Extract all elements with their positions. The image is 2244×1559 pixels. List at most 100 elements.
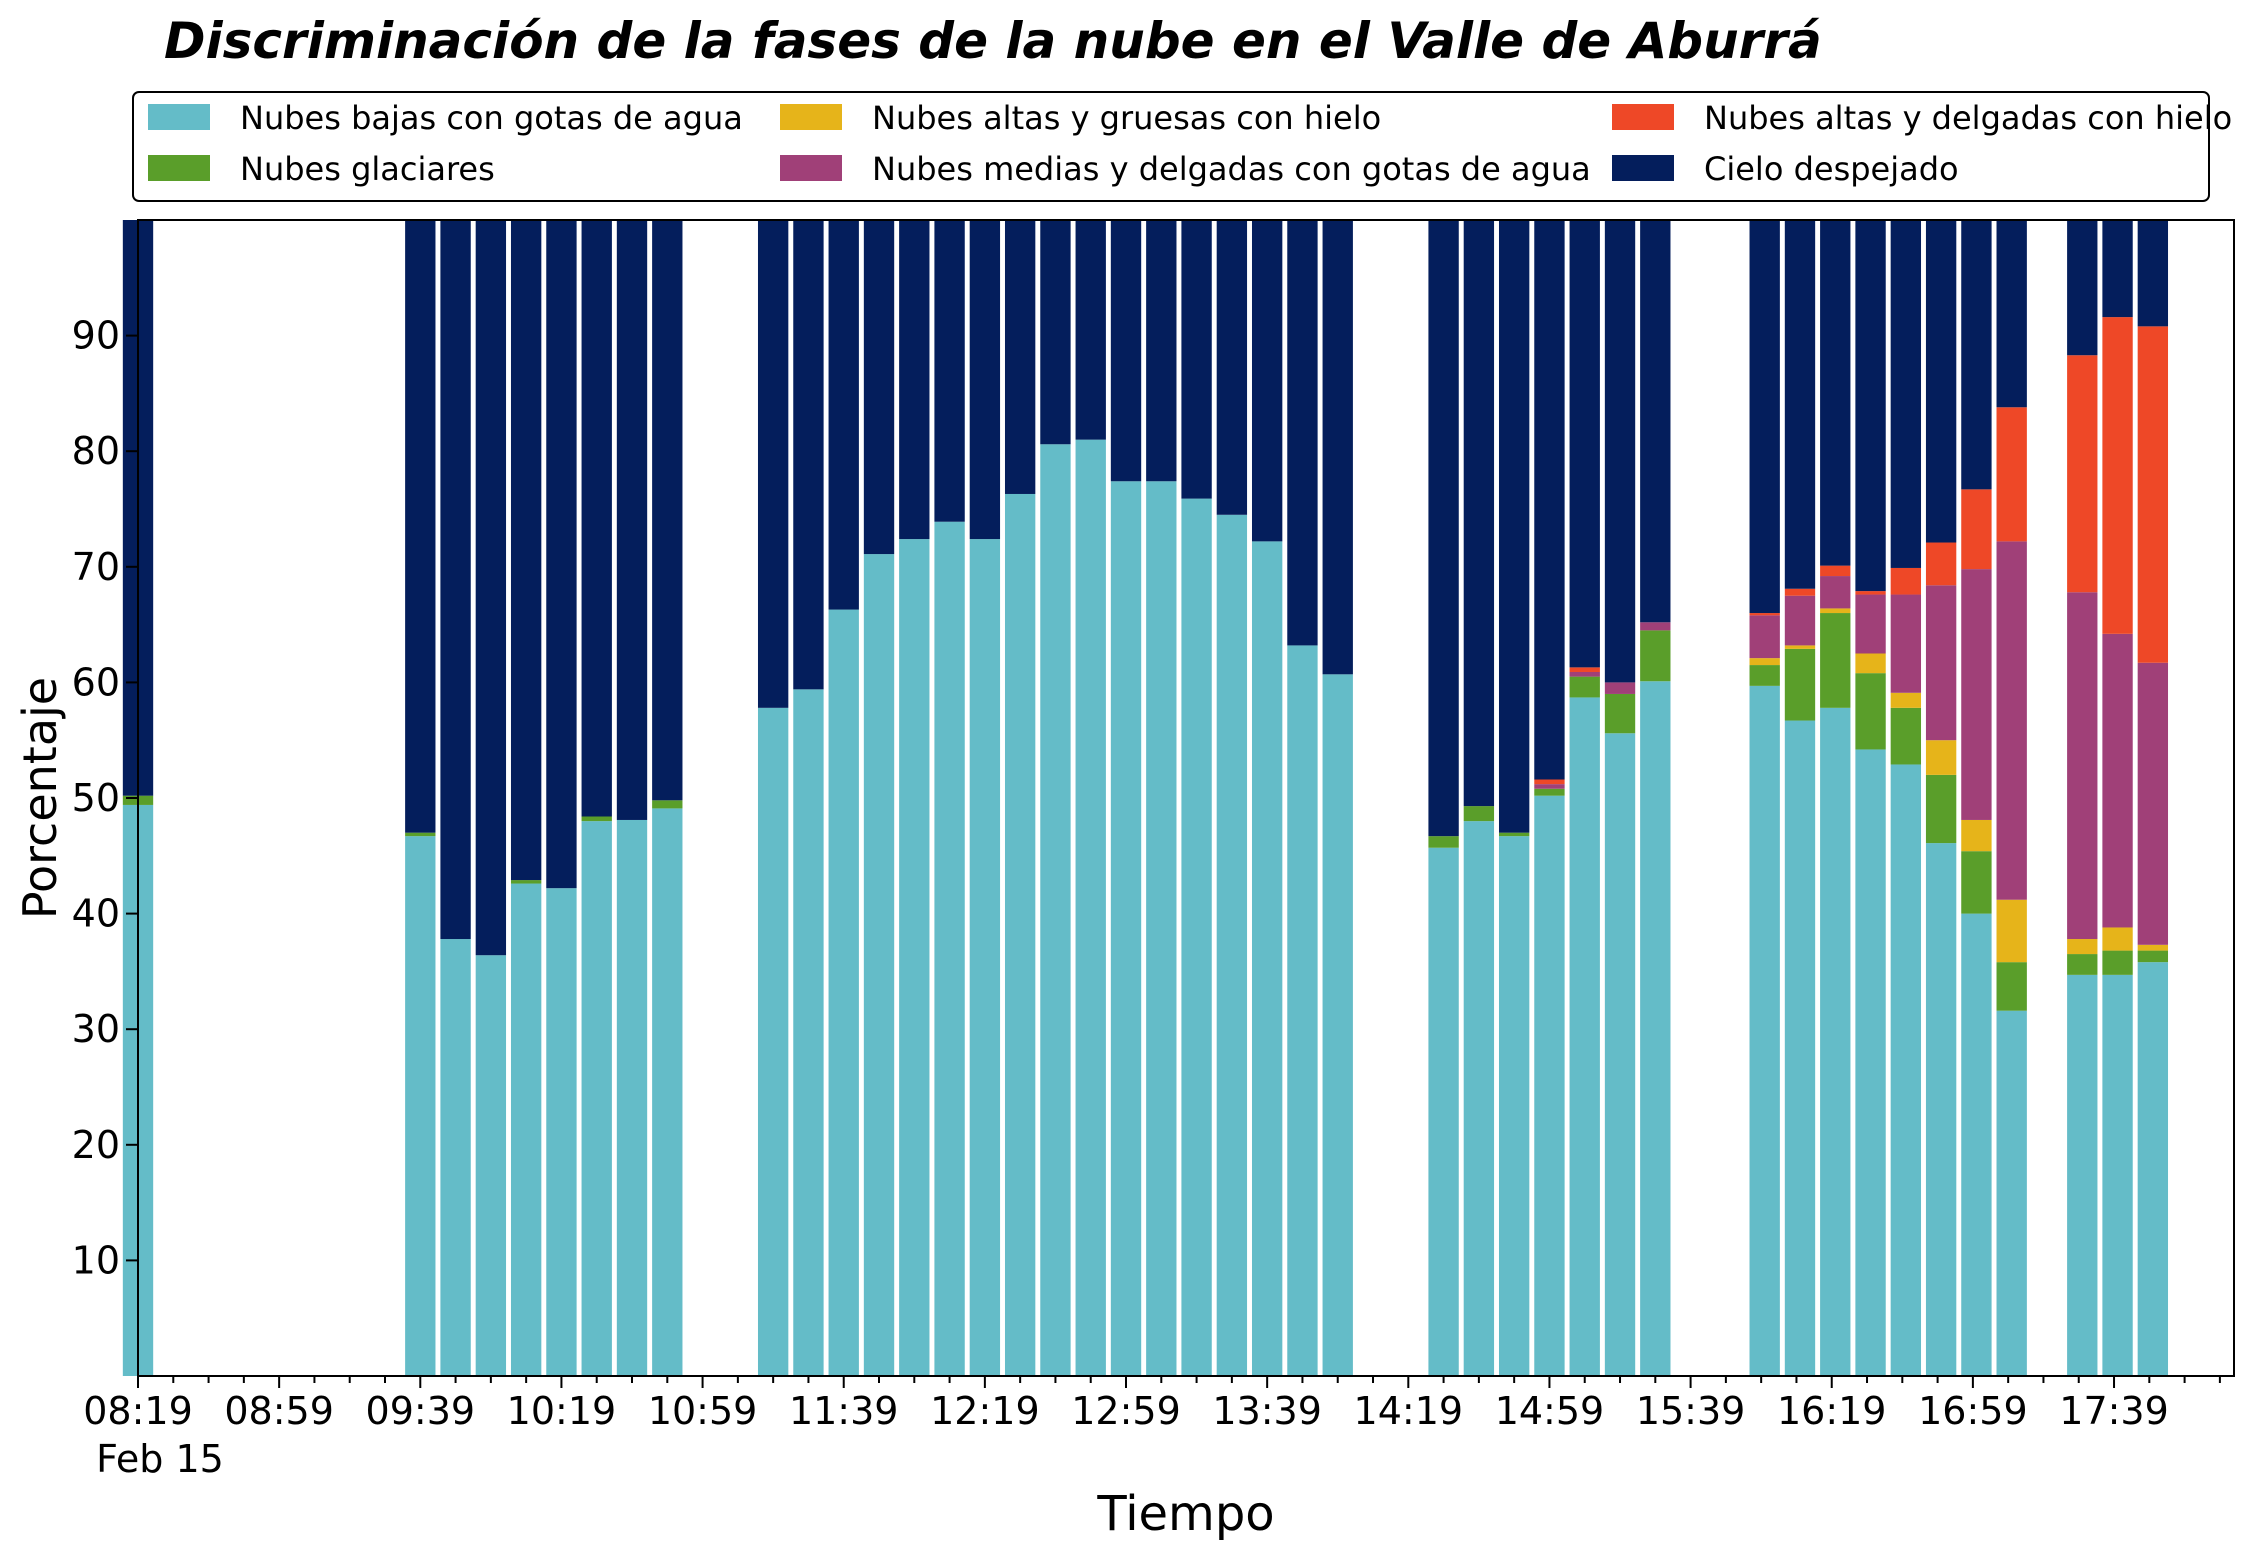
bar-segment-1439-s5 — [1463, 220, 1495, 807]
bar-segment-1630-s0 — [1855, 749, 1886, 1376]
bar-segment-1119-s5 — [757, 220, 789, 708]
bar-segment-1339-s0 — [1251, 541, 1283, 1376]
bar-segment-1229-s0 — [1004, 493, 1036, 1377]
bar-segment-1700-s2 — [1961, 819, 1992, 852]
bar-segment-1750-s3 — [2137, 662, 2169, 945]
bar-segment-1640-s0 — [1890, 764, 1922, 1376]
x-tick-label: 14:19 — [1354, 1389, 1464, 1433]
x-tick-label: 11:39 — [789, 1389, 899, 1433]
bar-segment-1650-s2 — [1925, 740, 1957, 775]
bar-segment-1740-s3 — [2102, 633, 2133, 928]
x-tick-label: 10:19 — [507, 1389, 617, 1433]
bar-segment-1019-s0 — [546, 888, 577, 1376]
x-tick-label: 13:39 — [1212, 1389, 1322, 1433]
bar-segment-1529-s5 — [1640, 220, 1671, 623]
bar-segment-1049-s1 — [652, 800, 683, 809]
bar-segment-1740-s0 — [2102, 974, 2133, 1376]
bar-segment-1630-s5 — [1855, 220, 1886, 592]
bar-segment-0959-s0 — [475, 955, 507, 1376]
x-tick-label: 16:19 — [1777, 1389, 1887, 1433]
bar-segment-1139-s0 — [828, 609, 859, 1376]
bar-segment-1139-s5 — [828, 220, 859, 610]
bar-segment-1149-s0 — [863, 554, 895, 1376]
bar-segment-1509-s1 — [1569, 676, 1600, 698]
bar-segment-1229-s5 — [1004, 220, 1036, 494]
bar-segment-1640-s4 — [1890, 567, 1922, 595]
bar-segment-1750-s5 — [2137, 220, 2169, 327]
bar-segment-1309-s5 — [1146, 220, 1177, 482]
bar-segment-1600-s3 — [1749, 615, 1780, 659]
bar-segment-1359-s0 — [1322, 674, 1353, 1376]
bar-segment-1029-s5 — [581, 220, 612, 817]
bar-segment-1349-s5 — [1287, 220, 1318, 646]
bar-segment-1600-s2 — [1749, 658, 1780, 666]
bar-segment-0939-s0 — [405, 836, 436, 1376]
bar-segment-1329-s0 — [1216, 514, 1248, 1376]
bar-segment-1610-s2 — [1784, 645, 1816, 649]
bar-segment-1600-s5 — [1749, 220, 1780, 614]
y-tick-label: 70 — [72, 545, 120, 589]
x-tick-label: 08:19 — [83, 1389, 193, 1433]
bar-segment-1019-s5 — [546, 220, 577, 889]
bar-segment-1239-s0 — [1040, 444, 1071, 1376]
y-axis: 10 20 30 40 50 60 70 80 90 — [72, 314, 138, 1282]
bar-segment-1640-s1 — [1890, 707, 1922, 765]
bar-segment-1630-s2 — [1855, 653, 1886, 674]
bar-segment-1600-s1 — [1749, 665, 1780, 686]
bar-segment-1610-s1 — [1784, 648, 1816, 721]
bar-segment-1650-s1 — [1925, 774, 1957, 844]
bar-segment-1620-s2 — [1820, 608, 1851, 614]
bar-segment-1740-s4 — [2102, 317, 2133, 634]
bar-segment-1529-s1 — [1640, 630, 1671, 682]
x-date-label: Feb 15 — [96, 1437, 224, 1481]
bar-segment-1259-s0 — [1110, 481, 1142, 1376]
legend-swatch — [780, 104, 842, 130]
bar-segment-1349-s0 — [1287, 645, 1318, 1376]
bar-segment-1750-s2 — [2137, 944, 2169, 951]
legend-label: Nubes altas y gruesas con hielo — [872, 99, 1381, 137]
bar-segment-1730-s2 — [2067, 939, 2098, 955]
bar-segment-1740-s1 — [2102, 950, 2133, 975]
bar-segment-1750-s1 — [2137, 950, 2169, 963]
bar-segment-1119-s0 — [757, 707, 789, 1376]
bar-segment-1009-s0 — [510, 883, 542, 1376]
bar-segment-1509-s4 — [1569, 667, 1600, 672]
bar-segment-1610-s0 — [1784, 720, 1816, 1376]
bar-segment-1610-s3 — [1784, 595, 1816, 646]
bar-segment-1620-s3 — [1820, 576, 1851, 609]
bar-segment-1710-s1 — [1996, 962, 2027, 1011]
bar-segment-1650-s5 — [1925, 220, 1957, 543]
bar-segment-1600-s4 — [1749, 613, 1780, 616]
legend-frame — [132, 91, 2210, 202]
bar-segment-1710-s3 — [1996, 541, 2027, 900]
bar-segment-1700-s1 — [1961, 851, 1992, 914]
legend-label: Nubes bajas con gotas de agua — [240, 99, 743, 137]
y-tick-label: 10 — [72, 1238, 120, 1282]
bar-segment-1309-s0 — [1146, 481, 1177, 1376]
bar-segment-1039-s5 — [616, 220, 648, 820]
bar-segment-1459-s5 — [1534, 220, 1565, 780]
bar-segment-1710-s2 — [1996, 899, 2027, 963]
bar-segment-1459-s0 — [1534, 795, 1565, 1376]
bar-segment-1429-s1 — [1428, 836, 1459, 848]
bar-segment-1740-s5 — [2102, 220, 2133, 318]
bar-segment-1650-s0 — [1925, 843, 1957, 1376]
bar-segment-1449-s5 — [1498, 220, 1530, 833]
bar-segment-1439-s1 — [1463, 806, 1495, 822]
bar-segment-1159-s5 — [899, 220, 930, 540]
bar-segment-1700-s0 — [1961, 913, 1992, 1376]
legend-swatch — [148, 155, 210, 181]
legend-swatch — [1612, 104, 1674, 130]
bar-segment-1429-s5 — [1428, 220, 1459, 837]
y-tick-label: 50 — [72, 776, 120, 820]
x-tick-label: 17:39 — [2059, 1389, 2169, 1433]
bar-segment-1459-s1 — [1534, 788, 1565, 796]
y-tick-label: 30 — [72, 1007, 120, 1051]
bar-segment-1730-s1 — [2067, 954, 2098, 975]
bar-segment-1219-s5 — [969, 220, 1001, 540]
bar-segment-1049-s0 — [652, 808, 683, 1376]
bar-segment-1630-s4 — [1855, 591, 1886, 595]
bar-segment-0949-s5 — [440, 220, 471, 940]
bar-segment-1439-s0 — [1463, 821, 1495, 1376]
bar-segment-1249-s5 — [1075, 220, 1106, 440]
